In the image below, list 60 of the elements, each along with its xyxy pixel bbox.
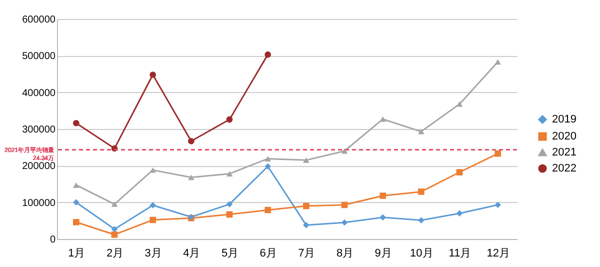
x-tick-label: 10月 [410, 248, 434, 260]
point [494, 150, 501, 157]
y-tick-label: 500000 [22, 51, 56, 62]
x-tick-label: 11月 [448, 248, 472, 260]
x-tick-label: 3月 [144, 248, 162, 260]
point [264, 156, 271, 162]
x-tick-label: 2月 [106, 248, 124, 260]
x-tick-label: 7月 [298, 248, 316, 260]
point [303, 202, 310, 210]
x-tick-label: 9月 [374, 248, 392, 260]
point [264, 163, 271, 170]
point [73, 182, 80, 188]
point [226, 116, 233, 123]
point [341, 219, 348, 226]
point [380, 192, 386, 199]
y-tick-label: 0 [50, 234, 56, 246]
point [73, 199, 80, 206]
point [111, 231, 118, 238]
x-tick-label: 12月 [486, 248, 510, 260]
point [226, 170, 233, 176]
point [264, 206, 271, 214]
point [456, 169, 463, 176]
legend-label: 2019 [552, 114, 576, 126]
point [226, 201, 233, 208]
y-tick-label: 300000 [22, 124, 56, 136]
point [380, 214, 386, 221]
point [456, 101, 463, 107]
x-tick-label: 5月 [221, 248, 239, 260]
x-tick-label: 6月 [260, 248, 277, 260]
point [73, 120, 80, 126]
point [418, 217, 424, 224]
y-tick-label: 400000 [22, 88, 56, 99]
point [303, 222, 310, 228]
x-tick-label: 1月 [68, 248, 86, 260]
legend-label: 2022 [552, 162, 576, 174]
legend-label: 2021 [552, 146, 576, 158]
point [150, 202, 156, 208]
point [494, 59, 501, 65]
point [264, 51, 271, 58]
legend-label: 2020 [552, 130, 576, 142]
point [111, 226, 118, 232]
point [226, 211, 233, 218]
y-tick-label: 600000 [22, 14, 56, 26]
y-tick-label: 200000 [22, 161, 56, 172]
x-tick-label: 8月 [336, 248, 354, 260]
point [150, 72, 156, 78]
point [494, 202, 501, 208]
point [188, 138, 194, 144]
point [150, 216, 156, 224]
point [418, 188, 424, 195]
point [418, 128, 424, 134]
point [188, 174, 194, 180]
point [111, 201, 118, 207]
point [456, 210, 463, 216]
point [341, 202, 348, 208]
y-tick-label: 100000 [22, 198, 56, 209]
point [341, 148, 348, 154]
point [73, 218, 80, 226]
x-tick-label: 4月 [183, 248, 200, 260]
point [303, 157, 310, 163]
